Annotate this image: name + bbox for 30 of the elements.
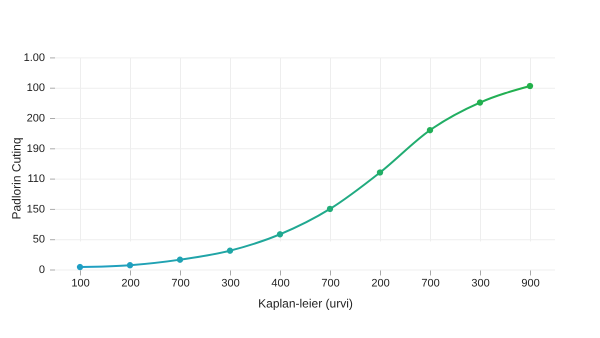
text: 190 <box>26 142 45 155</box>
text: 0 <box>38 264 45 276</box>
point <box>76 264 84 270</box>
x-tick-label: 700 <box>171 278 190 290</box>
text: 200 <box>26 112 45 124</box>
text: 1.00 <box>24 52 45 64</box>
point <box>276 231 284 238</box>
point <box>226 248 234 254</box>
x-tick-label: 400 <box>271 278 290 290</box>
point <box>326 206 334 212</box>
x-axis-title: Kaplan-leier (urvi) <box>258 296 353 310</box>
point <box>476 99 484 106</box>
x-tick-label: 300 <box>471 278 490 290</box>
x-tick-label: 200 <box>121 278 140 290</box>
x-tick-label: 900 <box>521 278 540 290</box>
text: 150 <box>26 203 45 216</box>
text: 110 <box>27 173 45 186</box>
y-axis-title: Padlorin Cutinq <box>10 137 24 220</box>
x-tick-label: 700 <box>421 278 440 290</box>
text: 100 <box>26 82 45 94</box>
point <box>526 82 534 90</box>
point <box>426 127 434 134</box>
point <box>376 169 384 176</box>
x-tick-label: 100 <box>71 278 90 290</box>
x-tick-label: 200 <box>371 278 390 290</box>
x-tick-label: 300 <box>221 278 240 290</box>
point <box>176 256 184 263</box>
text: 50 <box>32 234 45 246</box>
point <box>126 262 134 268</box>
x-tick-label: 700 <box>321 278 340 290</box>
